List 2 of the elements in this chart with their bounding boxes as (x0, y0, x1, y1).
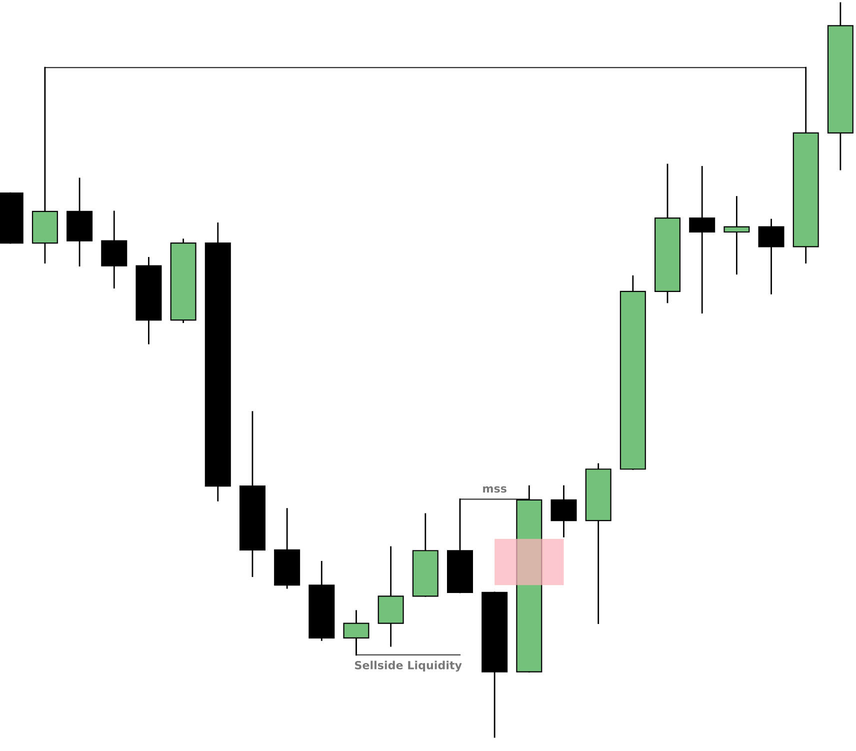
legend-label: Sellside Liquidity (355, 660, 462, 672)
series-label: mss (483, 486, 506, 493)
